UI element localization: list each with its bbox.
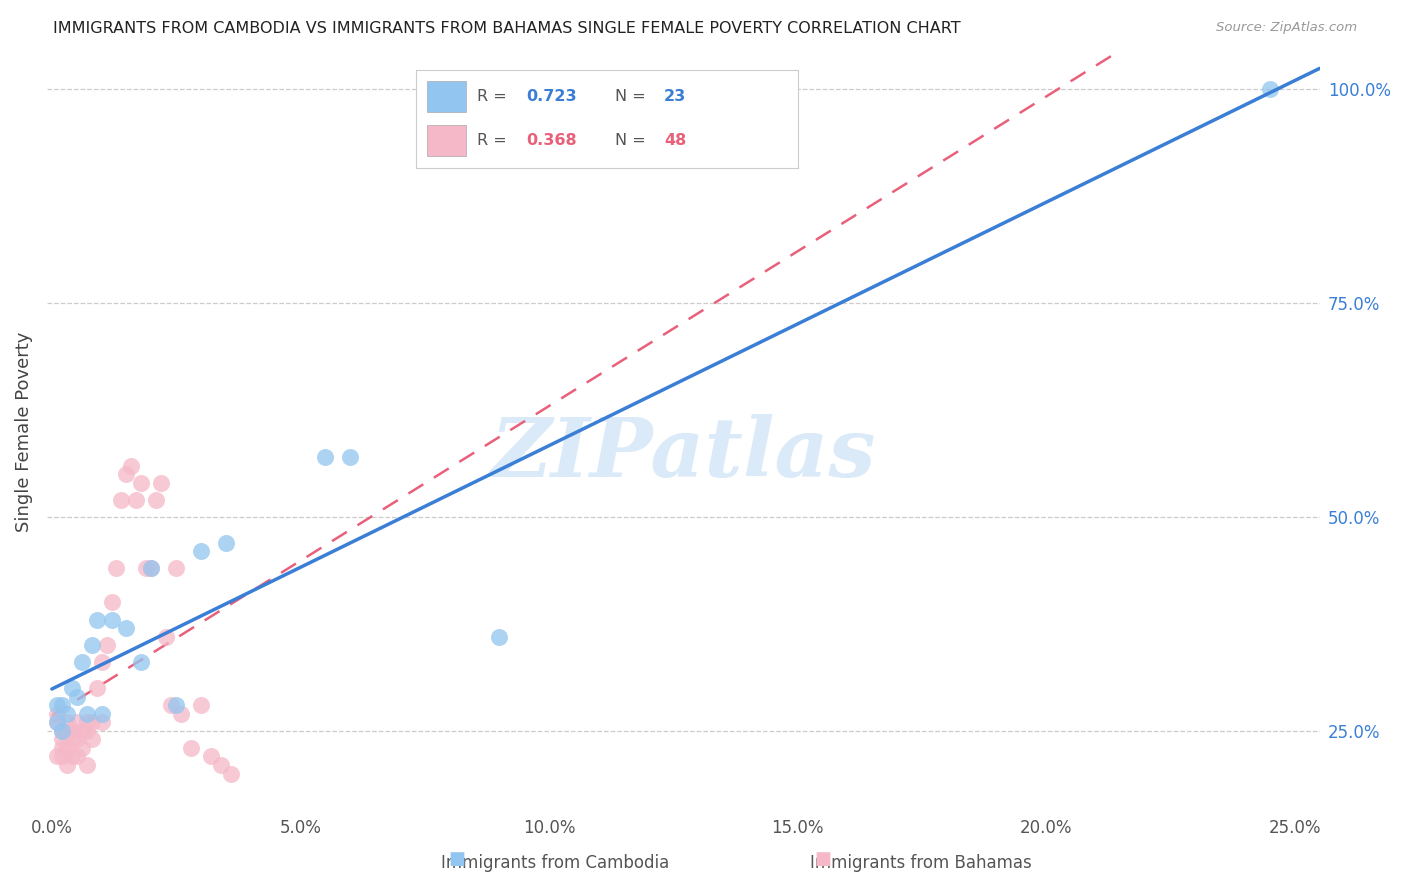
- Point: [115, 467, 138, 482]
- Point: [155, 630, 177, 644]
- Point: [51, 723, 73, 738]
- Point: [70, 723, 93, 738]
- Point: [219, 766, 242, 780]
- Point: [86, 613, 108, 627]
- Point: [70, 656, 93, 670]
- Point: [45, 706, 67, 721]
- Point: [60, 723, 83, 738]
- Point: [90, 715, 112, 730]
- Point: [131, 475, 153, 490]
- Point: [125, 492, 148, 507]
- Point: [110, 492, 132, 507]
- Point: [96, 638, 118, 652]
- Point: [190, 544, 212, 558]
- Point: [145, 492, 167, 507]
- Point: [55, 715, 77, 730]
- Text: Immigrants from Cambodia: Immigrants from Cambodia: [441, 855, 669, 872]
- Point: [100, 613, 122, 627]
- Text: ■: ■: [449, 850, 465, 868]
- Text: IMMIGRANTS FROM CAMBODIA VS IMMIGRANTS FROM BAHAMAS SINGLE FEMALE POVERTY CORREL: IMMIGRANTS FROM CAMBODIA VS IMMIGRANTS F…: [53, 21, 962, 36]
- Point: [165, 698, 187, 712]
- Point: [76, 723, 98, 738]
- Text: ■: ■: [814, 850, 831, 868]
- Point: [66, 732, 89, 747]
- Point: [1258, 82, 1281, 96]
- Point: [66, 715, 89, 730]
- Point: [51, 698, 73, 712]
- Y-axis label: Single Female Poverty: Single Female Poverty: [15, 331, 32, 532]
- Point: [55, 740, 77, 755]
- Point: [45, 715, 67, 730]
- Point: [45, 749, 67, 764]
- Point: [80, 732, 103, 747]
- Point: [105, 561, 128, 575]
- Point: [314, 450, 336, 464]
- Point: [170, 706, 193, 721]
- Point: [80, 715, 103, 730]
- Point: [55, 758, 77, 772]
- Point: [55, 723, 77, 738]
- Point: [209, 758, 232, 772]
- Point: [60, 749, 83, 764]
- Point: [51, 740, 73, 755]
- Point: [90, 656, 112, 670]
- Point: [51, 749, 73, 764]
- Point: [76, 758, 98, 772]
- Point: [339, 450, 361, 464]
- Point: [141, 561, 163, 575]
- Point: [200, 749, 222, 764]
- Point: [60, 681, 83, 695]
- Point: [100, 595, 122, 609]
- Point: [51, 732, 73, 747]
- Point: [60, 732, 83, 747]
- Point: [190, 698, 212, 712]
- Point: [120, 458, 142, 473]
- Point: [131, 656, 153, 670]
- Text: Immigrants from Bahamas: Immigrants from Bahamas: [810, 855, 1032, 872]
- Point: [70, 740, 93, 755]
- Point: [488, 630, 510, 644]
- Point: [76, 715, 98, 730]
- Point: [51, 723, 73, 738]
- Point: [66, 690, 89, 704]
- Point: [45, 715, 67, 730]
- Text: Source: ZipAtlas.com: Source: ZipAtlas.com: [1216, 21, 1357, 34]
- Point: [160, 698, 183, 712]
- Point: [115, 621, 138, 635]
- Point: [180, 740, 202, 755]
- Point: [55, 706, 77, 721]
- Point: [215, 535, 238, 549]
- Point: [66, 749, 89, 764]
- Point: [76, 706, 98, 721]
- Point: [141, 561, 163, 575]
- Point: [90, 706, 112, 721]
- Point: [45, 698, 67, 712]
- Point: [80, 638, 103, 652]
- Point: [86, 681, 108, 695]
- Point: [135, 561, 157, 575]
- Text: ZIPatlas: ZIPatlas: [491, 414, 876, 494]
- Point: [150, 475, 173, 490]
- Point: [165, 561, 187, 575]
